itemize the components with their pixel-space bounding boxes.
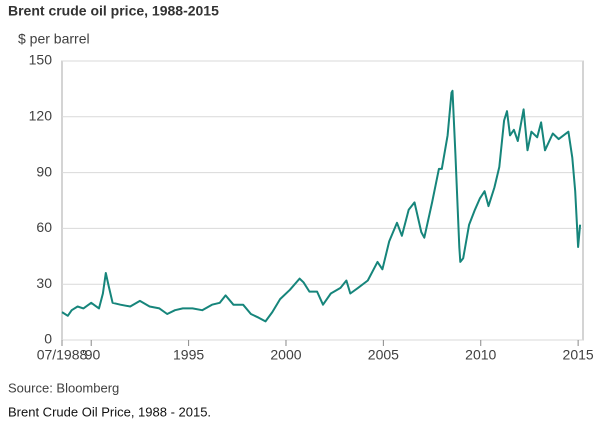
x-tick-label: 2015: [563, 347, 594, 363]
x-tick-label: 07/1988: [37, 347, 88, 363]
y-tick-label: 120: [29, 108, 53, 124]
y-tick-label: 60: [36, 219, 52, 235]
x-tick-label: 2005: [368, 347, 399, 363]
x-tick-label: 2010: [465, 347, 496, 363]
plot-frame: [61, 60, 584, 341]
x-tick-label: 1995: [173, 347, 204, 363]
source: Source: Bloomberg: [8, 380, 119, 395]
y-axis-label: $ per barrel: [18, 31, 90, 47]
price-line: [61, 89, 582, 323]
y-tick-label: 30: [36, 275, 52, 291]
x-tick-label: 2000: [270, 347, 301, 363]
x-tick-label: '90: [82, 347, 100, 363]
chart-title: Brent crude oil price, 1988-2015: [8, 3, 219, 19]
y-tick-label: 90: [36, 163, 52, 179]
y-tick-label: 150: [29, 52, 53, 68]
caption: Brent Crude Oil Price, 1988 - 2015.: [8, 404, 211, 419]
y-tick-label: 0: [44, 331, 52, 347]
